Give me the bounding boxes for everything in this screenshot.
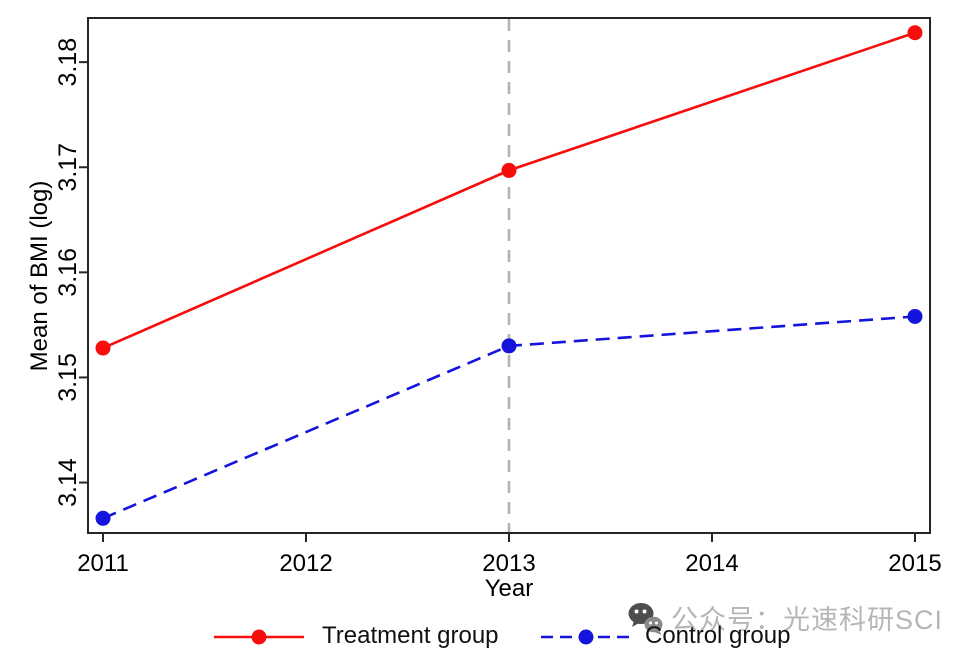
x-tick-label: 2012 xyxy=(279,550,332,577)
y-tick-label: 3.15 xyxy=(54,353,82,402)
x-tick-label: 2011 xyxy=(77,550,129,577)
y-axis-title: Mean of BMI (log) xyxy=(26,181,53,372)
data-point-control-2013[interactable] xyxy=(501,338,517,354)
x-tick-label: 2014 xyxy=(685,550,738,577)
watermark-text: 公众号：光速科研SCI xyxy=(671,605,944,635)
data-point-control-2015[interactable] xyxy=(907,308,923,324)
y-tick-label: 3.18 xyxy=(54,38,82,87)
x-axis-title: Year xyxy=(485,575,534,602)
data-point-treatment-2013[interactable] xyxy=(501,162,517,178)
wechat-icon xyxy=(628,603,663,635)
data-point-treatment-2011[interactable] xyxy=(95,340,111,356)
x-tick-label: 2013 xyxy=(482,550,535,577)
y-tick-label: 3.16 xyxy=(54,248,82,297)
watermark: 公众号：光速科研SCI xyxy=(627,601,943,639)
plot-area: 3.14 3.15 3.16 3.17 3.18 2011 2012 2013 2014 2015 xyxy=(54,17,942,577)
x-tick-label: 2015 xyxy=(888,550,941,577)
data-point-treatment-2015[interactable] xyxy=(907,25,923,41)
plot-border xyxy=(87,17,931,534)
y-tick-label: 3.14 xyxy=(54,458,82,507)
y-tick-label: 3.17 xyxy=(54,143,82,192)
data-point-control-2011[interactable] xyxy=(95,510,111,526)
